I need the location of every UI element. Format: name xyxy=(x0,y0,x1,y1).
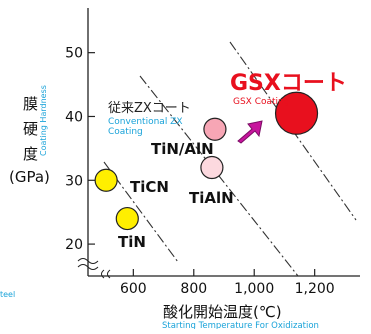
data-point xyxy=(115,206,139,231)
y-axis-break xyxy=(77,258,99,270)
x-label-jp: 酸化開始温度(℃) xyxy=(163,303,282,321)
y-label-jp-2: 硬 xyxy=(23,120,38,138)
label-tialn: TiAlN xyxy=(189,189,234,207)
y-tick-label: 50 xyxy=(65,46,83,62)
label-tinaln: TiN/AlN xyxy=(151,140,214,158)
x-tick-label: 600 xyxy=(120,281,147,297)
x-axis-break xyxy=(101,269,111,279)
y-label-unit: (GPa) xyxy=(9,168,50,186)
y-label-jp-3: 度 xyxy=(23,145,38,163)
gsx-label-en: GSX Coating xyxy=(233,97,289,107)
x-tick-label: 1,000 xyxy=(234,281,274,297)
y-tick-label: 30 xyxy=(65,173,83,189)
x-tick-label: 1,200 xyxy=(295,281,335,297)
conventional-label-en1: Conventional ZX xyxy=(108,117,183,127)
data-point xyxy=(203,117,227,141)
footer-fragment: teel xyxy=(0,290,15,299)
y-label-jp-1: 膜 xyxy=(23,95,38,113)
improvement-arrow xyxy=(237,120,263,144)
conventional-label-en2: Coating xyxy=(108,127,143,137)
y-tick-label: 20 xyxy=(65,237,83,253)
x-tick-label: 800 xyxy=(180,281,207,297)
data-point xyxy=(94,168,118,192)
label-ticn: TiCN xyxy=(130,178,169,196)
y-label-en: Coating Hardness xyxy=(39,85,48,156)
y-tick-label: 40 xyxy=(65,109,83,125)
data-point xyxy=(200,155,224,180)
data-point xyxy=(274,91,319,135)
gsx-label-jp: GSXコート xyxy=(230,71,347,96)
conventional-label-jp: 従来ZXコート xyxy=(108,101,191,116)
label-tin: TiN xyxy=(118,233,146,251)
x-label-en: Starting Temperature For Oxidization xyxy=(162,321,319,329)
